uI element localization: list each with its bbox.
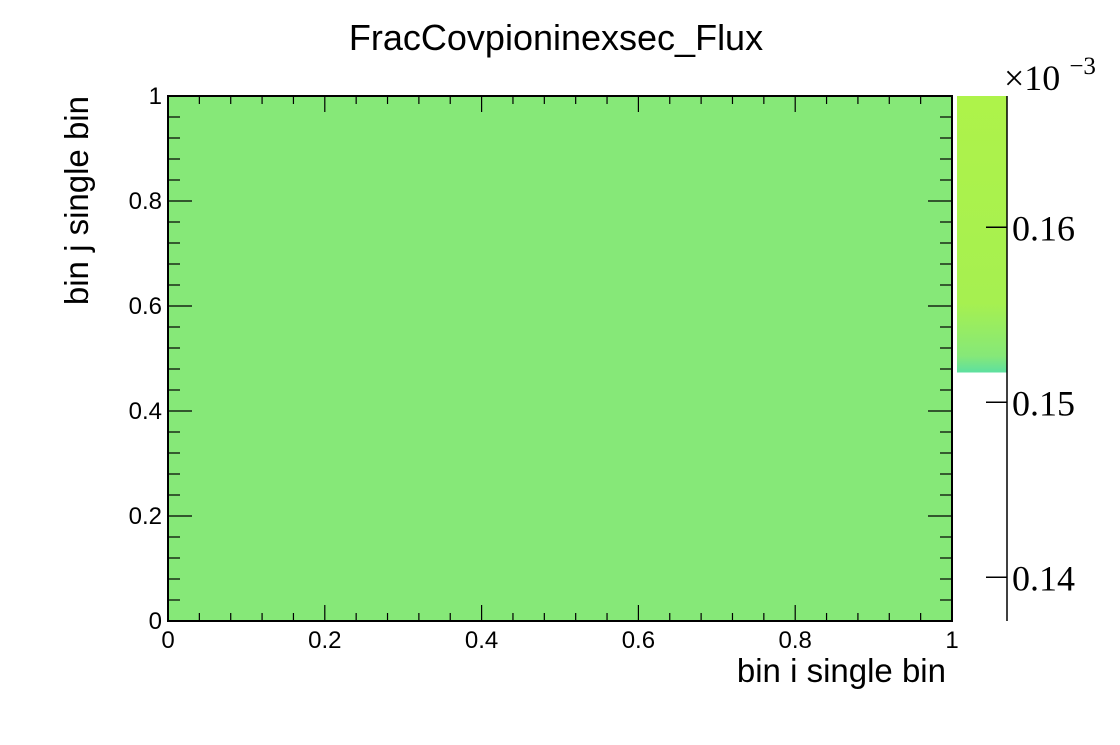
x-tick-label: 0.6 [622, 627, 655, 654]
chart-title: FracCovpioninexsec_Flux [349, 17, 763, 58]
colorbar-tick-labels: 0.14 0.15 0.16 [1012, 208, 1075, 598]
colorbar-multiplier-base: ×10 [1004, 58, 1060, 98]
colorbar-ticks [986, 226, 1007, 578]
plot-frame [167, 95, 953, 622]
y-tick-label: 0.2 [129, 503, 162, 530]
colorbar-tick-label: 0.15 [1012, 383, 1075, 423]
y-tick-label: 0.8 [129, 188, 162, 215]
x-axis-tick-labels: 0 0.2 0.4 0.6 0.8 1 [161, 627, 958, 654]
y-axis-tick-labels: 0 0.2 0.4 0.6 0.8 1 [129, 83, 162, 635]
colorbar-tick-label: 0.14 [1012, 558, 1075, 598]
x-axis-ticks [167, 96, 953, 621]
x-tick-label: 0.8 [779, 627, 812, 654]
colorbar-tick-label: 0.16 [1012, 208, 1075, 248]
y-axis-label: bin j single bin [58, 96, 95, 305]
colorbar-multiplier-exponent: −3 [1069, 53, 1096, 80]
y-tick-label: 0 [149, 608, 162, 635]
x-tick-label: 0.4 [465, 627, 498, 654]
x-tick-label: 0.2 [308, 627, 341, 654]
y-tick-label: 1 [149, 83, 162, 110]
heatmap-cell [168, 96, 952, 621]
x-axis-label: bin i single bin [737, 652, 946, 689]
y-tick-label: 0.6 [129, 293, 162, 320]
y-axis-ticks [168, 95, 952, 622]
y-tick-label: 0.4 [129, 398, 162, 425]
x-tick-label: 1 [945, 627, 958, 654]
x-tick-label: 0 [161, 627, 174, 654]
colorbar-fill [957, 96, 1007, 373]
colorbar-multiplier: ×10 −3 [1004, 53, 1096, 98]
